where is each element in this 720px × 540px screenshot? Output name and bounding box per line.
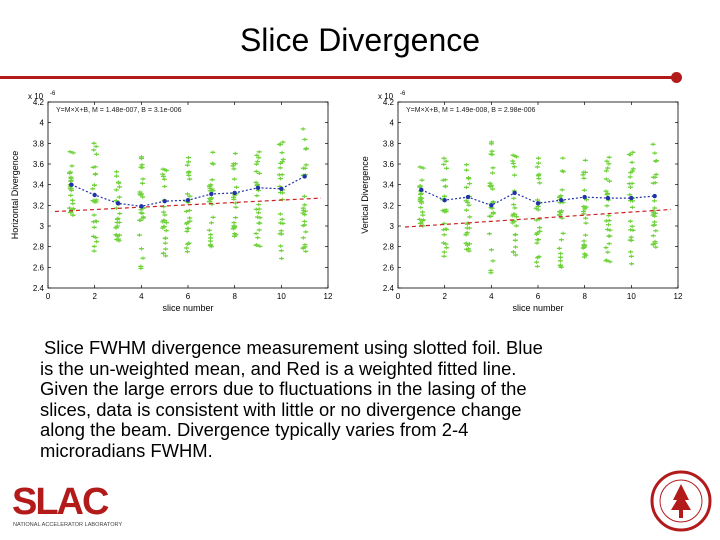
fit-line — [404, 208, 672, 228]
x-tick-label: 0 — [46, 292, 51, 301]
y-tick-label: 2.4 — [383, 284, 395, 293]
mean-point — [419, 187, 424, 193]
caption: Slice FWHM divergence measurement using … — [40, 337, 650, 461]
fit-line — [54, 197, 322, 213]
fit-text: Y=M×X+B, M = 1.48e-007, B = 3.1e-006 — [56, 107, 182, 114]
mean-point — [442, 197, 447, 203]
x-tick-label: 8 — [582, 292, 587, 301]
x-tick-label: 12 — [674, 292, 683, 301]
x-tick-label: 8 — [232, 292, 237, 301]
caption-line: Given the large errors due to fluctuatio… — [40, 378, 527, 399]
mean-point — [255, 185, 261, 190]
mean-point — [489, 203, 494, 208]
mean-point — [582, 194, 587, 200]
y-tick-label: 3 — [390, 222, 395, 231]
mean-point — [162, 199, 167, 204]
slac-logo-text: SLAC — [12, 481, 109, 523]
y-tick-label: 4.2 — [383, 98, 395, 107]
caption-line: is the un-weighted mean, and Red is a we… — [40, 357, 517, 379]
caption-line: Slice FWHM divergence measurement using … — [44, 337, 543, 358]
caption-line: along the beam. Divergence typically var… — [40, 419, 469, 440]
exponent-label: x 10 — [28, 92, 44, 101]
x-tick-label: 10 — [627, 292, 636, 301]
caption-line: microradians FWHM. — [40, 439, 213, 461]
vertical-divergence-chart: 0 2 4 6 8 10 12 2.4 2.6 2.8 3 3.2 3.4 3.6 3.8 4 4.2 slice… — [360, 91, 683, 313]
slide-title: Slice Divergence — [239, 22, 481, 58]
title-rule — [0, 76, 676, 79]
fit-text: Y=M×X+B, M = 1.49e-008, B = 2.98e-006 — [406, 107, 535, 114]
y-tick-label: 4.2 — [33, 98, 45, 107]
measurement-points — [417, 140, 659, 275]
x-tick-label: 6 — [186, 292, 191, 301]
y-tick-label: 3.6 — [383, 160, 395, 169]
mean-point — [139, 204, 144, 209]
mean-point — [185, 197, 191, 203]
x-tick-label: 0 — [396, 292, 401, 301]
mean-point — [92, 192, 97, 198]
mean-point — [512, 190, 517, 196]
slac-logo-subtext: NATIONAL ACCELERATOR LABORATORY — [13, 522, 122, 528]
mean-point — [535, 201, 541, 206]
mean-point — [465, 194, 471, 200]
y-tick-label: 3.2 — [383, 201, 395, 210]
mean-point — [629, 195, 634, 201]
mean-point — [69, 182, 74, 187]
mean-point — [279, 186, 284, 191]
exponent-power: -6 — [50, 91, 56, 97]
y-tick-label: 2.6 — [33, 263, 45, 272]
y-tick-label: 2.6 — [383, 263, 395, 272]
x-tick-label: 2 — [442, 292, 447, 301]
caption-line: slices, data is consistent with little o… — [40, 398, 522, 420]
y-tick-label: 2.8 — [383, 243, 395, 252]
y-tick-label: 3.2 — [33, 201, 45, 210]
mean-point — [605, 195, 611, 201]
stanford-seal-icon — [650, 470, 712, 532]
y-tick-label: 2.8 — [33, 243, 45, 252]
y-axis-label: Horizontal Divergence — [10, 151, 20, 240]
exponent-power: -6 — [400, 91, 406, 97]
x-tick-label: 6 — [536, 292, 541, 301]
y-tick-label: 3.4 — [383, 181, 395, 190]
y-tick-label: 4 — [390, 119, 395, 128]
title-rule-dot — [671, 72, 682, 83]
slac-logo: SLAC NATIONAL ACCELERATOR LABORATORY — [12, 481, 122, 528]
y-axis-label: Vertical Divergence — [360, 156, 370, 234]
mean-point — [209, 191, 214, 197]
mean-point — [232, 190, 237, 196]
y-tick-label: 4 — [40, 119, 45, 128]
y-tick-label: 3 — [40, 222, 45, 231]
mean-point — [652, 193, 657, 199]
exponent-label: x 10 — [378, 92, 394, 101]
x-tick-label: 4 — [489, 292, 494, 301]
y-tick-label: 2.4 — [33, 284, 45, 293]
x-axis-label: slice number — [512, 303, 563, 313]
mean-point — [559, 197, 564, 203]
y-tick-label: 3.8 — [383, 139, 395, 148]
x-tick-label: 10 — [277, 292, 286, 301]
y-tick-label: 3.6 — [33, 160, 45, 169]
y-tick-label: 3.8 — [33, 139, 45, 148]
mean-point — [115, 201, 121, 206]
plot-frame — [397, 101, 679, 289]
mean-point — [302, 174, 307, 179]
x-tick-label: 12 — [324, 292, 333, 301]
x-tick-label: 4 — [139, 292, 144, 301]
x-tick-label: 2 — [92, 292, 97, 301]
x-axis-label: slice number — [162, 303, 213, 313]
horizontal-divergence-chart: 0 2 4 6 8 10 12 2.4 2.6 2.8 3 3.2 3.4 3.6 3.8 4 4.2 slice… — [10, 91, 333, 313]
y-tick-label: 3.4 — [33, 181, 45, 190]
